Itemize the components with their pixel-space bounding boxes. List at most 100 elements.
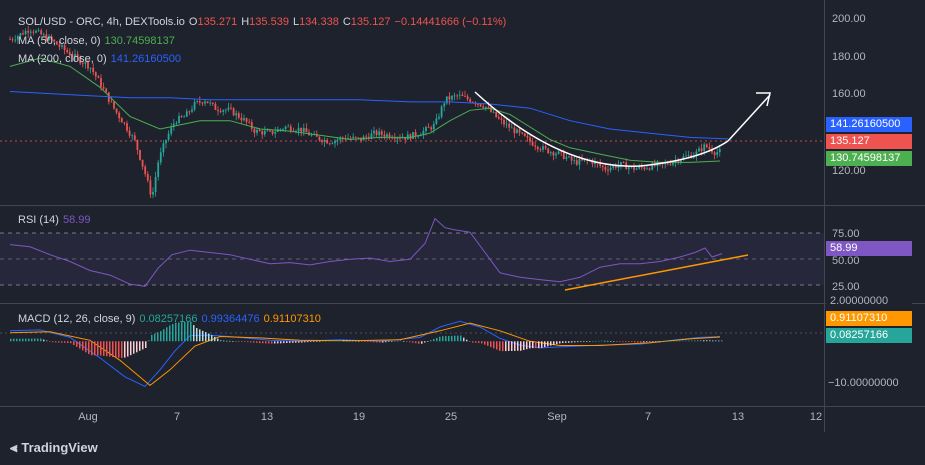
- macd-histogram-bar: [703, 340, 705, 342]
- macd-histogram-bar: [388, 341, 390, 342]
- macd-histogram-bar: [583, 341, 585, 342]
- candle-body: [666, 163, 669, 165]
- macd-histogram-bar: [661, 341, 663, 342]
- candle-body: [521, 132, 524, 134]
- macd-histogram-bar: [646, 341, 648, 342]
- macd-histogram-bar: [208, 333, 210, 342]
- macd-histogram-bar: [322, 341, 324, 342]
- macd-legend[interactable]: MACD (12, 26, close, 9) 0.08257166 0.99364…: [18, 313, 325, 325]
- candle-body: [698, 148, 700, 152]
- ma50-legend[interactable]: MA (50, close, 0) 130.74598137: [18, 35, 179, 47]
- cup-pattern-curve[interactable]: [474, 91, 729, 167]
- candle-body: [237, 113, 240, 118]
- macd-histogram-bar: [631, 341, 633, 342]
- candle-body: [35, 30, 37, 33]
- candle-body: [334, 140, 336, 144]
- candle-body: [40, 30, 43, 35]
- candle-body: [638, 166, 641, 169]
- macd-histogram-bar: [61, 341, 63, 343]
- candle-body: [534, 145, 537, 147]
- candle-body: [131, 135, 134, 137]
- macd-histogram-bar: [418, 341, 420, 344]
- macd-histogram-bar: [151, 334, 153, 342]
- candle-body: [607, 169, 609, 171]
- macd-histogram-bar: [574, 341, 576, 343]
- candle-body: [516, 129, 518, 134]
- candle-body: [48, 36, 50, 41]
- macd-histogram-bar: [457, 335, 459, 342]
- candle-body: [315, 134, 318, 137]
- candle-body: [139, 150, 141, 160]
- main-legend[interactable]: SOL/USD - ORC, 4h, DEXTools.io O135.271 H1…: [18, 16, 510, 28]
- macd-histogram-bar: [256, 341, 258, 343]
- candle-body: [490, 107, 492, 112]
- macd-hist-value: 0.08257166: [139, 313, 198, 325]
- candle-body: [126, 123, 128, 131]
- candle-body: [183, 116, 186, 118]
- candle-body: [422, 130, 425, 136]
- tradingview-branding[interactable]: ⫷ TradingView: [10, 440, 98, 456]
- rsi-trendline[interactable]: [564, 254, 749, 291]
- ma200-legend[interactable]: MA (200, close, 0) 141.26160500: [18, 53, 185, 65]
- macd-histogram-bar: [379, 341, 381, 343]
- macd-histogram-bar: [124, 341, 126, 358]
- candle-body: [391, 137, 394, 139]
- candle-body: [669, 164, 672, 166]
- macd-histogram-bar: [283, 341, 285, 344]
- macd-histogram-bar: [298, 341, 300, 343]
- breakout-arrow-line[interactable]: [727, 94, 771, 142]
- macd-histogram-bar: [634, 341, 636, 343]
- candle-body: [22, 33, 24, 35]
- macd-histogram-bar: [91, 341, 93, 356]
- low-label: L: [292, 16, 300, 28]
- macd-histogram-bar: [28, 338, 30, 342]
- macd-histogram-bar: [430, 340, 432, 342]
- macd-histogram-bar: [613, 341, 615, 342]
- macd-histogram-bar: [277, 341, 279, 344]
- macd-histogram-bar: [679, 340, 681, 342]
- candle-body: [120, 118, 123, 123]
- macd-histogram-bar: [439, 336, 441, 342]
- macd-histogram-bar: [376, 341, 378, 343]
- candle-body: [380, 131, 383, 135]
- candle-body: [154, 176, 157, 192]
- time-tick: 12: [810, 411, 822, 423]
- macd-histogram-bar: [22, 338, 24, 342]
- macd-histogram-bar: [160, 331, 162, 342]
- last-price-badge: 135.127: [826, 134, 912, 149]
- rsi-legend[interactable]: RSI (14) 58.99: [18, 214, 95, 226]
- macd-histogram-bar: [112, 341, 114, 357]
- macd-histogram-bar: [688, 340, 690, 342]
- candle-body: [263, 130, 266, 135]
- candle-body: [300, 127, 303, 132]
- macd-histogram-bar: [499, 341, 501, 351]
- macd-histogram-bar: [460, 335, 462, 342]
- macd-histogram-bar: [46, 340, 48, 342]
- macd-histogram-bar: [343, 340, 345, 342]
- candle-body: [141, 159, 144, 167]
- macd-histogram-bar: [115, 341, 117, 358]
- candle-body: [100, 78, 102, 88]
- macd-histogram-bar: [205, 332, 207, 342]
- macd-histogram-bar: [526, 341, 528, 350]
- macd-histogram-bar: [397, 340, 399, 342]
- candle-body: [565, 157, 568, 159]
- macd-histogram-bar: [85, 341, 87, 353]
- macd-histogram-bar: [436, 337, 438, 342]
- candle-body: [448, 96, 451, 100]
- time-tick: 13: [261, 411, 273, 423]
- macd-histogram-bar: [157, 332, 159, 342]
- candle-body: [562, 151, 565, 159]
- candle-body: [214, 103, 217, 110]
- macd-histogram-bar: [136, 341, 138, 353]
- candle-body: [487, 106, 490, 108]
- macd-histogram-bar: [328, 340, 330, 342]
- candle-body: [640, 166, 643, 168]
- candle-body: [323, 139, 326, 143]
- open-label: O: [188, 16, 198, 28]
- macd-histogram-bar: [541, 341, 543, 348]
- candle-body: [555, 153, 557, 156]
- candle-body: [508, 123, 511, 128]
- macd-histogram-bar: [265, 341, 267, 344]
- candle-body: [419, 135, 422, 137]
